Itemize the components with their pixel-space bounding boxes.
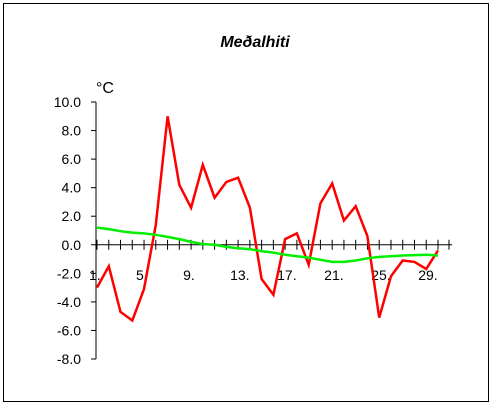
chart-title: Meðalhiti xyxy=(220,34,290,51)
y-tick-label: -2.0 xyxy=(57,265,81,281)
x-tick-labels: 1. 5. 9. 13. 17. 21. 25. 29. xyxy=(89,267,438,283)
y-tick-label: -8.0 xyxy=(57,351,81,367)
y-tick-label: 10.0 xyxy=(54,94,81,110)
y-tick-label: 2.0 xyxy=(62,208,82,224)
y-tick-label: 6.0 xyxy=(62,151,82,167)
y-tick-label: -4.0 xyxy=(57,294,81,310)
series xyxy=(95,116,440,323)
x-tick-label: 13. xyxy=(230,267,249,283)
x-tick-label: 21. xyxy=(324,267,343,283)
y-tick-label: -6.0 xyxy=(57,322,81,338)
x-tick-label: 9. xyxy=(183,267,195,283)
y-tick-label: 0.0 xyxy=(62,237,82,253)
axes xyxy=(91,101,452,360)
y-axis-unit: °C xyxy=(96,80,114,97)
y-tick-label: 4.0 xyxy=(62,180,82,196)
y-tick-labels: 10.0 8.0 6.0 4.0 2.0 0.0 -2.0 -4.0 -6.0 -8.0 xyxy=(54,94,81,367)
y-tick-label: 8.0 xyxy=(62,123,82,139)
series-line-2 xyxy=(96,226,439,264)
x-tick-label: 17. xyxy=(277,267,296,283)
x-tick-label: 29. xyxy=(418,267,437,283)
x-tick-label: 1. xyxy=(89,267,101,283)
x-tick-label: 25. xyxy=(371,267,390,283)
series-line-1 xyxy=(95,116,440,323)
chart-frame xyxy=(3,3,489,402)
x-tick-label: 5. xyxy=(136,267,148,283)
